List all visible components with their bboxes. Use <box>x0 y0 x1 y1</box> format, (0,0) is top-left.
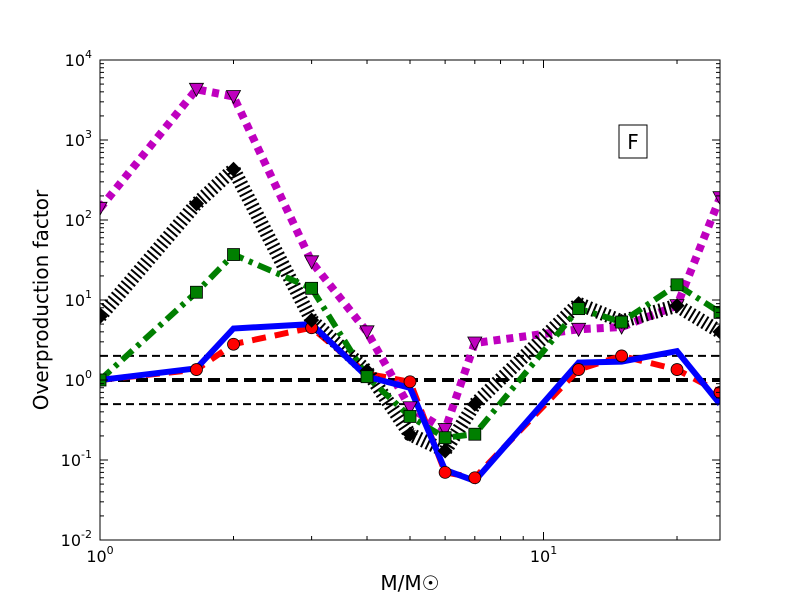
series-line <box>100 157 720 460</box>
annotation-label: F <box>627 130 639 154</box>
data-point <box>438 465 452 479</box>
data-point <box>100 309 108 325</box>
data-point <box>190 363 203 376</box>
data-point <box>615 349 629 363</box>
annotation-frame <box>618 124 648 159</box>
data-point <box>305 281 319 295</box>
series-line <box>100 321 720 485</box>
data-point <box>615 315 629 329</box>
data-point <box>403 375 417 389</box>
data-point <box>570 322 587 338</box>
data-point <box>670 363 684 376</box>
data-point <box>225 90 242 105</box>
data-point <box>712 191 720 206</box>
axis-ticks: 10-2 10-1 100 101 102 103 104 100 101 <box>61 48 720 566</box>
data-point <box>304 312 320 328</box>
y-axis-title: Overproduction factor <box>29 189 53 410</box>
annotation-box: F <box>618 124 648 159</box>
data-point <box>468 471 482 485</box>
data-point <box>402 401 418 416</box>
data-point <box>670 278 684 292</box>
data-point <box>438 431 452 445</box>
data-point <box>402 426 418 442</box>
data-point <box>467 336 483 351</box>
data-point <box>360 370 374 384</box>
x-axis-title: M/M☉ <box>380 571 439 595</box>
data-point <box>467 396 483 412</box>
data-point <box>188 196 205 212</box>
data-point <box>572 302 586 316</box>
y-tick-label: 101 <box>65 288 92 310</box>
data-point <box>190 285 203 299</box>
y-tick-label: 10-1 <box>61 448 92 470</box>
x-tick-label: 101 <box>530 544 557 566</box>
data-point <box>403 410 417 423</box>
y-tick-label: 10-2 <box>61 528 92 550</box>
y-tick-label: 102 <box>65 208 92 230</box>
y-tick-label: 104 <box>65 48 92 70</box>
y-tick-label: 100 <box>65 368 92 390</box>
data-point <box>359 325 375 340</box>
data-point <box>227 337 240 351</box>
x-tick-label: 100 <box>86 544 113 566</box>
data-point <box>437 443 453 459</box>
data-point <box>468 427 482 441</box>
data-point <box>669 298 685 314</box>
plot-area <box>100 82 720 485</box>
data-point <box>227 248 240 261</box>
data-point <box>225 161 242 177</box>
data-point <box>437 423 453 438</box>
data-point <box>303 255 320 270</box>
data-point <box>572 363 586 376</box>
series-line <box>100 84 720 436</box>
y-tick-label: 103 <box>65 128 92 150</box>
data-point <box>188 82 205 98</box>
data-point <box>100 201 108 217</box>
